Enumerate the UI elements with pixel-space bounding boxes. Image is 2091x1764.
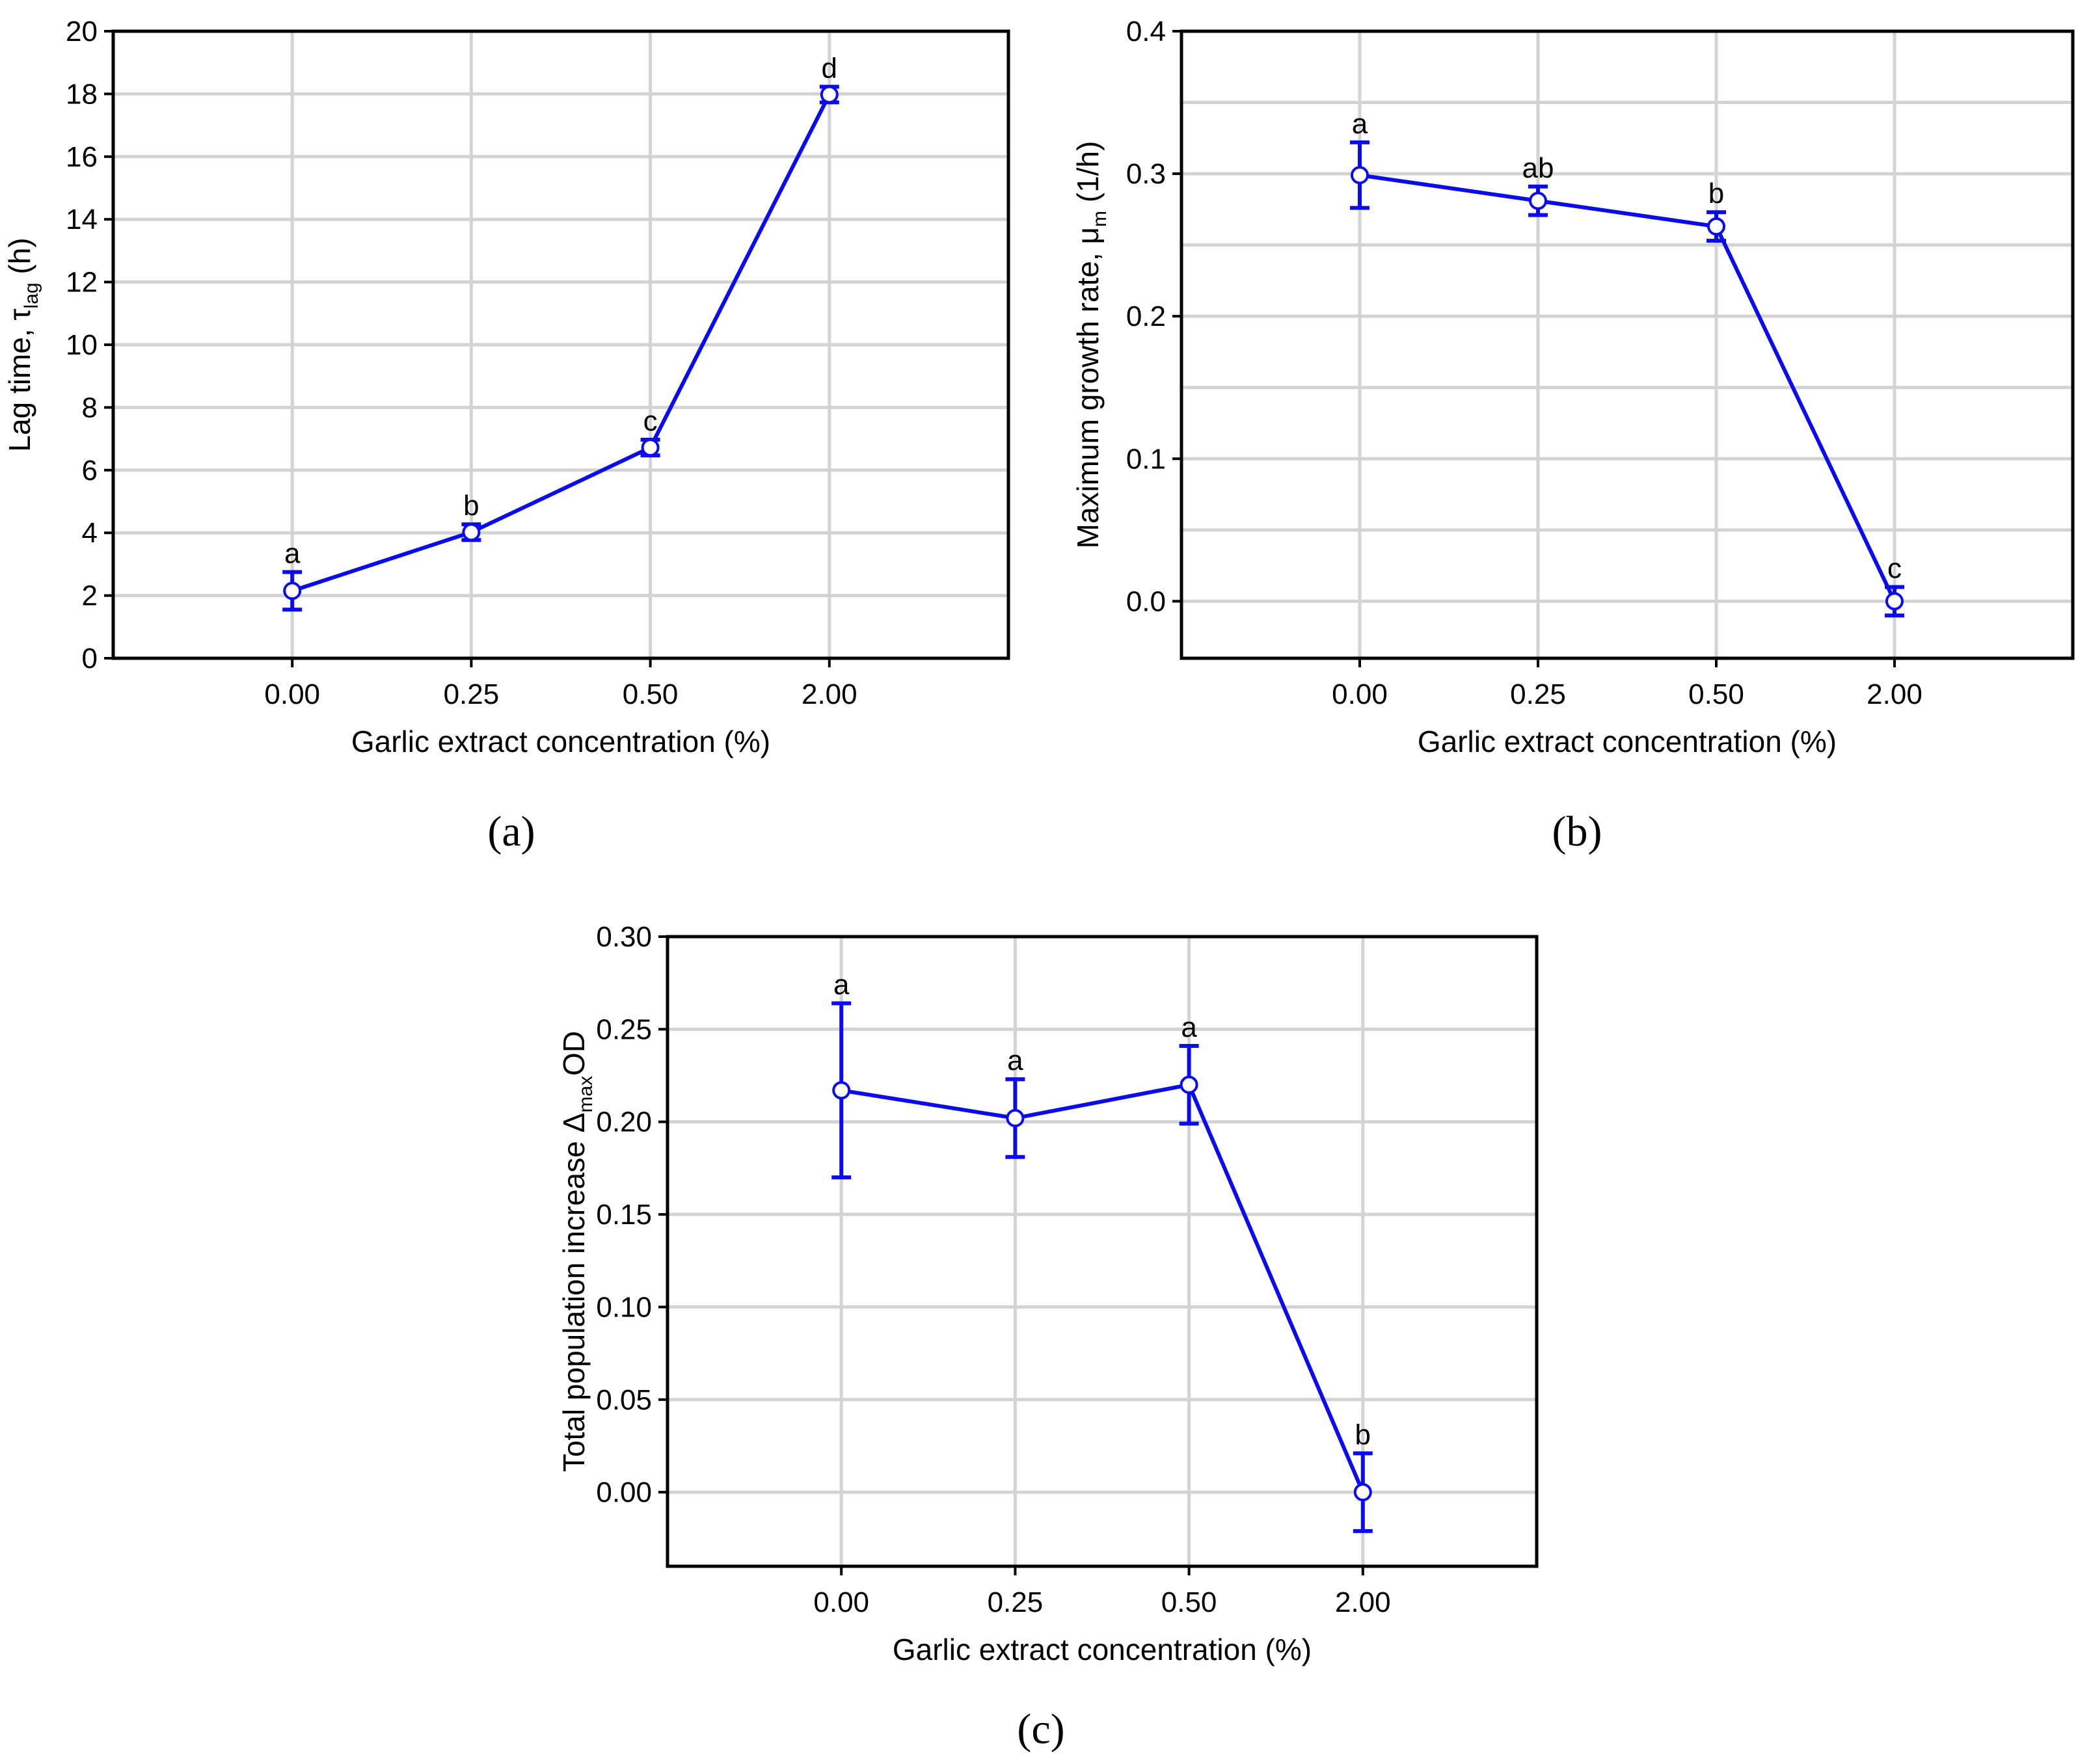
y-axis-label-subscript: max: [575, 1076, 597, 1113]
y-tick-label: 0.10: [596, 1291, 652, 1323]
y-tick-label: 0.20: [596, 1106, 652, 1138]
x-tick-label: 2.00: [1867, 678, 1922, 710]
y-axis-label-main: Maximum growth rate, μ: [1071, 227, 1105, 548]
significance-letter: b: [1355, 1419, 1371, 1450]
y-tick-label: 0.30: [596, 921, 652, 953]
significance-letter: a: [1181, 1011, 1197, 1043]
chart-panel-a: 0 2 4 6 8 10 12 14 16 18 20 0.00 0.25 0.50 2.00 Garlic …: [3, 16, 1010, 758]
y-tick-label: 0.00: [596, 1477, 652, 1508]
y-axis-label-tail: (h): [3, 237, 36, 282]
y-tick-label: 12: [66, 267, 98, 299]
x-tick-label: 0.25: [1510, 678, 1566, 710]
y-axis-label: Maximum growth rate, μm (1/h): [1071, 141, 1111, 549]
x-tick-label: 0.00: [264, 678, 320, 710]
significance-letter: a: [284, 537, 301, 569]
data-point: [832, 1081, 851, 1100]
x-tick-label: 0.50: [623, 678, 679, 710]
y-tick-label: 0.2: [1126, 301, 1166, 332]
significance-letter: c: [1887, 552, 1902, 584]
significance-letter: a: [1007, 1045, 1023, 1076]
y-tick-label: 0: [82, 643, 98, 675]
x-tick-label: 0.25: [444, 678, 500, 710]
significance-letter: ab: [1522, 152, 1554, 184]
series-line: [841, 1082, 1365, 1493]
x-tick-label: 0.50: [1161, 1586, 1217, 1618]
y-tick-label: 0.15: [596, 1199, 652, 1231]
series-line: [291, 94, 831, 593]
x-tick-label: 0.00: [813, 1586, 869, 1618]
y-tick-label: 2: [82, 580, 98, 612]
data-point: [462, 523, 481, 542]
significance-letter: b: [463, 490, 479, 522]
panel-label: (c): [1017, 1705, 1064, 1753]
y-tick-label: 8: [82, 392, 98, 423]
data-point: [1180, 1075, 1198, 1094]
data-point: [1351, 166, 1369, 185]
data-point: [283, 581, 302, 600]
data-point: [1707, 217, 1725, 236]
significance-letter: a: [833, 969, 850, 1000]
x-tick-label: 0.25: [988, 1586, 1044, 1618]
x-axis-label: Garlic extract concentration (%): [351, 725, 770, 758]
data-point: [1885, 592, 1904, 611]
x-tick-label: 2.00: [1335, 1586, 1391, 1618]
y-tick-label: 0.05: [596, 1384, 652, 1416]
significance-letter: c: [643, 405, 658, 437]
y-axis-label-subscript: m: [1089, 211, 1111, 227]
significance-letter: b: [1708, 178, 1724, 209]
y-tick-label: 20: [66, 16, 98, 47]
y-axis-label: Total population increase ΔmaxOD: [557, 1031, 597, 1472]
x-axis-label: Garlic extract concentration (%): [1418, 725, 1837, 758]
significance-letter: a: [1352, 108, 1368, 140]
y-tick-label: 16: [66, 141, 98, 173]
x-axis-label: Garlic extract concentration (%): [893, 1633, 1312, 1666]
y-tick-label: 0.25: [596, 1013, 652, 1045]
plot-frame: [1180, 29, 2075, 660]
data-point: [641, 438, 660, 457]
x-tick-label: 0.00: [1332, 678, 1388, 710]
y-tick-label: 6: [82, 455, 98, 487]
plot-frame: [666, 935, 1539, 1568]
data-point: [1529, 191, 1547, 210]
chart-panel-c: 0.00 0.05 0.10 0.15 0.20 0.25 0.30 0.00 0.25 0.50…: [557, 921, 1539, 1666]
significance-letter: d: [822, 52, 837, 84]
panel-label: (b): [1552, 808, 1602, 855]
y-tick-label: 0.3: [1126, 158, 1166, 190]
x-tick-label: 0.50: [1688, 678, 1744, 710]
panel-label: (a): [487, 808, 535, 855]
y-tick-label: 10: [66, 329, 98, 361]
y-tick-label: 0.0: [1126, 585, 1166, 617]
y-axis-label: Lag time, τlag (h): [3, 237, 42, 451]
data-point: [1353, 1483, 1372, 1502]
y-tick-label: 0.4: [1126, 16, 1166, 47]
y-tick-label: 0.1: [1126, 443, 1166, 475]
y-axis-label-subscript: lag: [21, 282, 42, 308]
y-axis-label-tail: OD: [557, 1031, 591, 1076]
chart-panel-b: 0.0 0.1 0.2 0.3 0.4 0.00 0.25 0.50 2.00 Garlic ex…: [1071, 16, 2075, 758]
y-axis-label-tail: (1/h): [1071, 141, 1105, 211]
y-axis-label-main: Lag time, τ: [3, 308, 36, 451]
series-line: [1359, 173, 1896, 602]
y-axis-label-main: Total population increase Δ: [557, 1113, 591, 1472]
x-tick-label: 2.00: [802, 678, 857, 710]
y-tick-label: 4: [82, 517, 98, 549]
y-tick-label: 14: [66, 204, 98, 235]
data-point: [1006, 1109, 1025, 1128]
y-tick-label: 18: [66, 78, 98, 110]
data-point: [820, 85, 839, 104]
